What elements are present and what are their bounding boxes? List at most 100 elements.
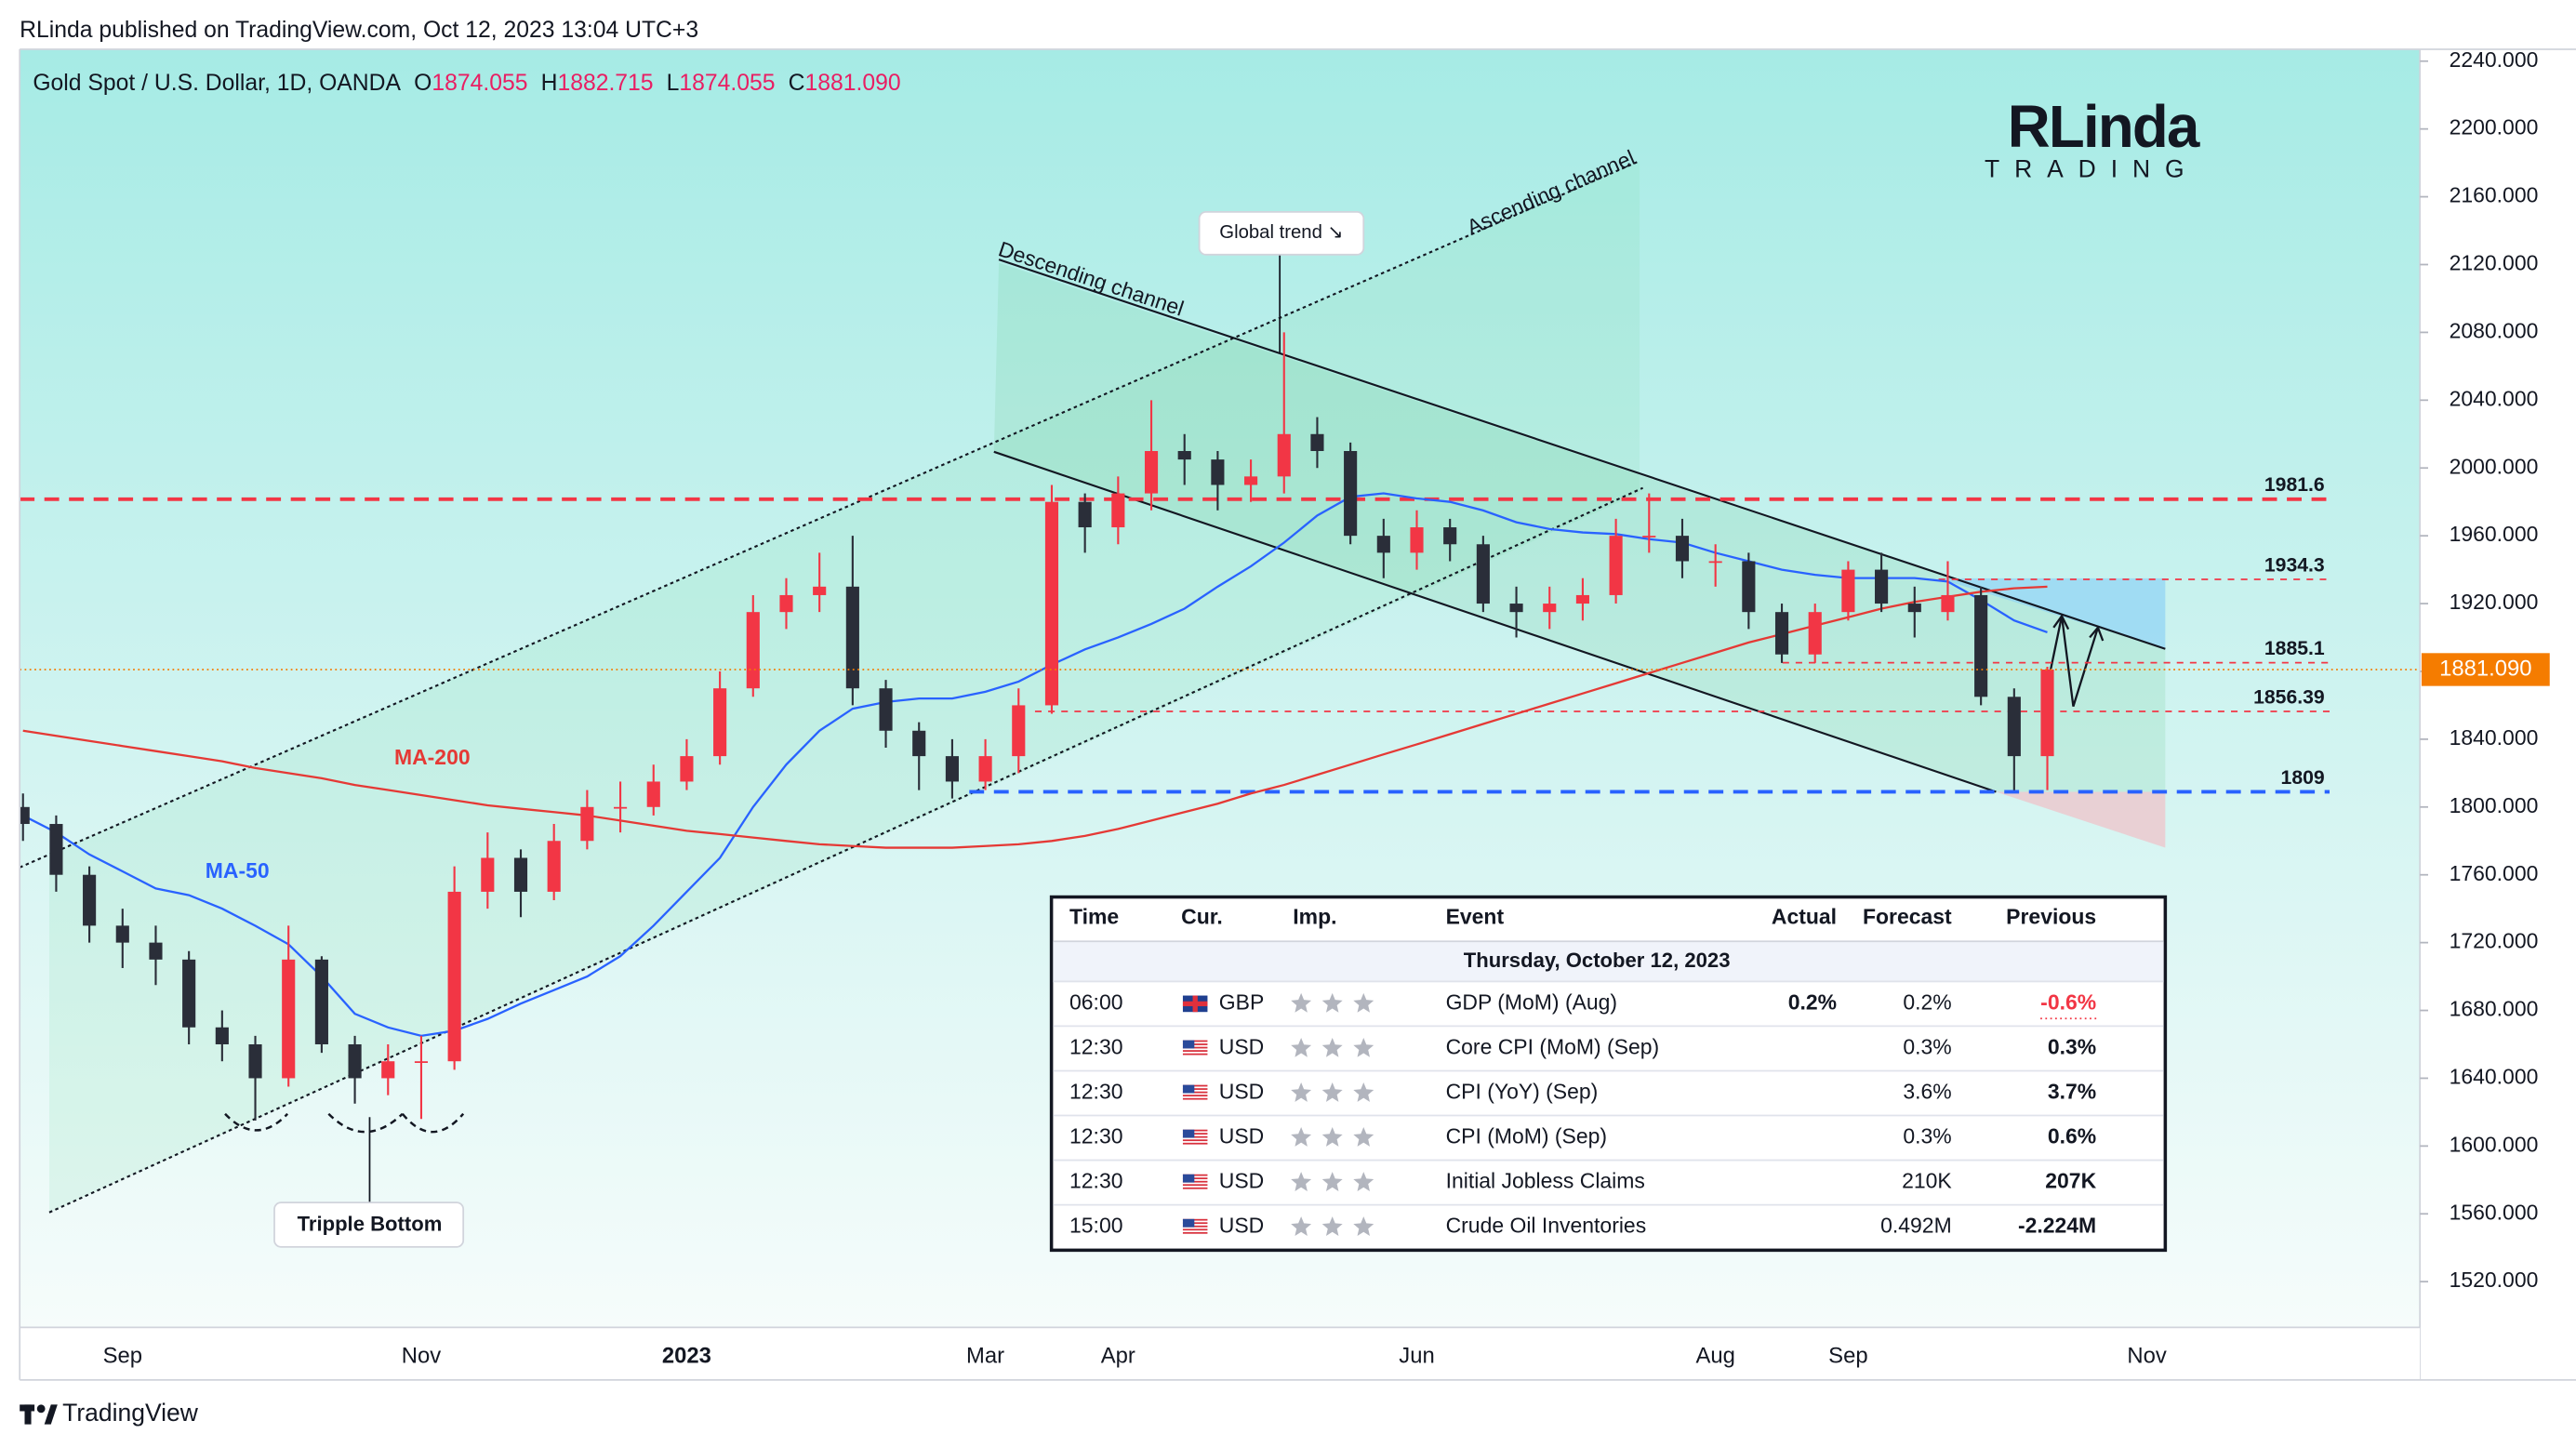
candle-body — [580, 806, 594, 842]
candle-body — [348, 1043, 362, 1079]
candle-body — [282, 959, 296, 1079]
y-tick-label: 1800.000 — [2450, 793, 2539, 817]
candle-body — [1774, 612, 1789, 655]
currency: USD — [1219, 1214, 1264, 1238]
candle-body — [20, 806, 30, 825]
table-header: Previous — [2006, 905, 2096, 929]
y-tick-label: 2080.000 — [2450, 318, 2539, 342]
descending-zone — [993, 262, 2166, 792]
candle-body — [1177, 451, 1191, 460]
candle-body — [713, 688, 727, 757]
flag — [1182, 1142, 1208, 1145]
level-label: 1856.39 — [2253, 686, 2325, 708]
flag — [1182, 1218, 1208, 1221]
flag — [1182, 1084, 1195, 1094]
flag — [1182, 1218, 1195, 1228]
candle-body — [513, 857, 528, 892]
importance-star — [1291, 1127, 1312, 1147]
callout-box — [1198, 211, 1365, 256]
table-header: Time — [1069, 905, 1119, 929]
ohlc-label: C — [789, 71, 805, 96]
candle-body — [215, 1027, 229, 1044]
previous: 0.3% — [2048, 1034, 2096, 1058]
flag — [1182, 1001, 1208, 1007]
x-tick-label: Apr — [1101, 1343, 1135, 1368]
flag — [1182, 1231, 1208, 1234]
y-tick-label: 1760.000 — [2450, 861, 2539, 885]
candle-body — [813, 586, 827, 595]
flag — [1182, 1225, 1208, 1228]
y-tick-label: 1920.000 — [2450, 590, 2539, 614]
importance-star — [1291, 1172, 1312, 1191]
arrow-head — [2089, 625, 2105, 642]
date-row-bg — [1053, 941, 2164, 983]
forecast: 0.492M — [1880, 1214, 1952, 1238]
event-name: GDP (MoM) (Aug) — [1446, 989, 1618, 1014]
time-axis — [20, 1327, 2421, 1380]
importance-star — [1353, 1216, 1374, 1236]
descending-lower — [993, 450, 1997, 793]
flag — [1182, 1050, 1208, 1052]
x-tick-label: Mar — [966, 1343, 1004, 1368]
currency: USD — [1219, 1034, 1264, 1058]
logo-shape — [44, 1404, 58, 1425]
y-tick-label: 2160.000 — [2450, 183, 2539, 207]
candle-body — [1012, 705, 1026, 757]
bottom-arc — [401, 1112, 465, 1134]
flag — [1182, 1040, 1195, 1049]
y-tick-label: 1520.000 — [2450, 1268, 2539, 1292]
flag — [1182, 1084, 1208, 1087]
ma-line — [22, 585, 2048, 849]
candle-body — [613, 806, 628, 809]
x-tick-label: Aug — [1695, 1343, 1734, 1368]
previous: -0.6% — [2040, 989, 2096, 1014]
candle-body — [1111, 493, 1125, 528]
ohlc-label: L — [667, 71, 680, 96]
candle-body — [1575, 594, 1589, 604]
importance-star — [1291, 1037, 1312, 1057]
y-tick-label: 2000.000 — [2450, 454, 2539, 478]
importance-star — [1321, 1127, 1343, 1147]
importance-star — [1291, 992, 1312, 1013]
previous: 0.6% — [2048, 1124, 2096, 1148]
logo-tagline: TRADING — [1985, 155, 2198, 183]
flag — [1182, 1129, 1208, 1132]
ma-label: MA-50 — [206, 858, 270, 883]
candle-body — [1907, 604, 1921, 613]
flag — [1182, 1184, 1208, 1187]
flag — [1182, 1043, 1208, 1045]
forecast: 0.2% — [1903, 989, 1951, 1014]
publisher: RLinda published on TradingView.com, Oct… — [20, 18, 698, 43]
event-name: CPI (MoM) (Sep) — [1446, 1124, 1607, 1148]
candle-body — [1476, 544, 1490, 604]
y-tick-label: 2120.000 — [2450, 251, 2539, 275]
candle-body — [115, 925, 129, 943]
projection-arrows — [2042, 616, 2100, 707]
last-price-box — [2421, 653, 2550, 686]
table-header: Cur. — [1181, 905, 1223, 929]
level-label: 1981.6 — [2264, 474, 2325, 496]
candle-body — [149, 942, 163, 960]
y-tick-label: 2040.000 — [2450, 386, 2539, 410]
currency: USD — [1219, 1124, 1264, 1148]
forecast: 0.3% — [1903, 1034, 1951, 1058]
bottom-arc — [224, 1112, 289, 1132]
candle-body — [1875, 569, 1889, 604]
importance-star — [1291, 1082, 1312, 1102]
event-time: 12:30 — [1069, 1124, 1122, 1148]
forecast: 0.3% — [1903, 1124, 1951, 1148]
symbol-line: Gold Spot / U.S. Dollar, 1D, OANDA O1874.… — [33, 71, 900, 96]
candle-body — [945, 756, 959, 782]
descending-upper — [998, 259, 2166, 650]
candle-body — [1144, 451, 1159, 494]
event-time: 12:30 — [1069, 1034, 1122, 1058]
candle-body — [646, 781, 660, 807]
y-tick-label: 1560.000 — [2450, 1200, 2539, 1224]
candle-body — [1344, 451, 1358, 537]
flag — [1182, 1180, 1208, 1183]
importance-star — [1353, 992, 1374, 1013]
importance-star — [1321, 1172, 1343, 1191]
footer-brand: TradingView — [62, 1399, 199, 1427]
